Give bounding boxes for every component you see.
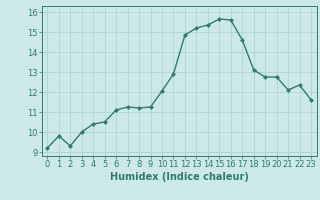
- X-axis label: Humidex (Indice chaleur): Humidex (Indice chaleur): [110, 172, 249, 182]
